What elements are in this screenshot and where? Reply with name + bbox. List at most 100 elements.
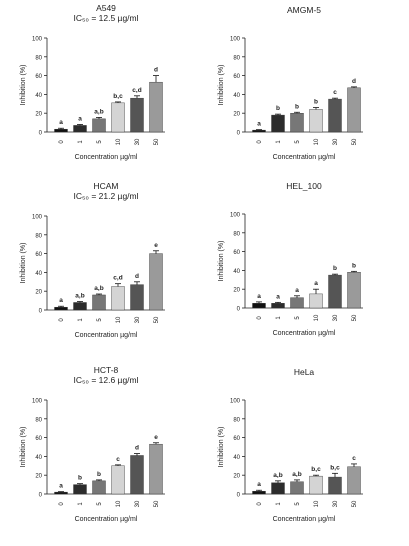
significance-letter: e bbox=[154, 242, 158, 249]
significance-letter: a,b bbox=[292, 471, 301, 478]
bar bbox=[271, 114, 285, 133]
y-tick-label: 0 bbox=[237, 307, 241, 313]
bar bbox=[271, 303, 285, 309]
x-tick-label: 30 bbox=[135, 316, 141, 323]
y-tick-label: 100 bbox=[32, 399, 43, 405]
bar bbox=[290, 481, 304, 495]
significance-letter: d bbox=[135, 445, 139, 452]
x-tick-label: 50 bbox=[352, 500, 358, 507]
x-tick-label: 1 bbox=[276, 502, 282, 506]
x-tick-label: 50 bbox=[352, 138, 358, 145]
y-tick-label: 40 bbox=[233, 269, 240, 275]
bar bbox=[252, 129, 266, 133]
chart-title: HeLa bbox=[294, 367, 315, 377]
significance-letter: a bbox=[257, 481, 261, 488]
x-tick-label: 5 bbox=[295, 140, 301, 144]
chart-panel-3: HEL_100 0 20 40 60 80 100 Inhibition (%) a 0 a 1 a 5 a… bbox=[218, 181, 363, 337]
y-tick-label: 60 bbox=[233, 250, 240, 256]
bar bbox=[271, 482, 285, 495]
y-axis-label: Inhibition (%) bbox=[20, 243, 27, 284]
y-tick-label: 60 bbox=[233, 436, 240, 442]
significance-letter: e bbox=[154, 434, 158, 441]
chart-panel-5: HeLa 0 20 40 60 80 100 Inhibition (%) a 0 a,b 1 a,b 5… bbox=[218, 367, 363, 523]
bar bbox=[54, 491, 68, 495]
significance-letter: c bbox=[352, 455, 356, 462]
x-tick-label: 30 bbox=[135, 500, 141, 507]
y-tick-label: 40 bbox=[233, 455, 240, 461]
bar bbox=[92, 294, 106, 311]
y-tick-label: 100 bbox=[32, 37, 43, 43]
significance-letter: c bbox=[116, 456, 120, 463]
bar bbox=[347, 466, 361, 495]
y-axis-label: Inhibition (%) bbox=[218, 241, 225, 282]
bar bbox=[130, 284, 144, 311]
significance-letter: c,d bbox=[132, 87, 141, 94]
significance-letter: a bbox=[257, 121, 261, 128]
y-tick-label: 80 bbox=[233, 417, 240, 423]
bar bbox=[130, 97, 144, 133]
x-axis-label: Concentration µg/ml bbox=[273, 330, 336, 337]
y-tick-label: 0 bbox=[237, 493, 241, 499]
y-tick-label: 40 bbox=[35, 271, 42, 277]
y-tick-label: 80 bbox=[35, 417, 42, 423]
y-tick-label: 20 bbox=[35, 112, 42, 118]
significance-letter: b,c bbox=[330, 464, 340, 471]
significance-letter: a bbox=[59, 483, 63, 490]
x-tick-label: 30 bbox=[333, 314, 339, 321]
y-tick-label: 100 bbox=[230, 213, 241, 219]
bar bbox=[111, 286, 125, 311]
y-axis-label: Inhibition (%) bbox=[20, 65, 27, 106]
bar bbox=[309, 293, 323, 309]
significance-letter: b,c bbox=[311, 466, 321, 473]
y-tick-label: 80 bbox=[35, 233, 42, 239]
x-axis-label: Concentration µg/ml bbox=[75, 516, 138, 523]
significance-letter: c bbox=[333, 89, 337, 96]
y-tick-label: 40 bbox=[35, 93, 42, 99]
chart-panel-1: AMGM-5 0 20 40 60 80 100 Inhibition (%) a 0 b 1 b 5 b 1… bbox=[218, 5, 363, 161]
significance-letter: c,d bbox=[113, 275, 122, 282]
bar bbox=[73, 302, 87, 311]
significance-letter: a bbox=[295, 287, 299, 294]
bar bbox=[290, 112, 304, 133]
x-tick-label: 10 bbox=[116, 500, 122, 507]
bar bbox=[309, 475, 323, 495]
bar bbox=[290, 297, 304, 309]
x-tick-label: 5 bbox=[97, 318, 103, 322]
x-tick-label: 50 bbox=[154, 500, 160, 507]
y-tick-label: 60 bbox=[35, 252, 42, 258]
x-tick-label: 10 bbox=[116, 138, 122, 145]
y-tick-label: 20 bbox=[35, 290, 42, 296]
x-tick-label: 1 bbox=[276, 316, 282, 320]
y-axis-label: Inhibition (%) bbox=[218, 427, 225, 468]
chart-ic50-label: IC₅₀ = 21.2 µg/ml bbox=[74, 191, 139, 201]
y-tick-label: 20 bbox=[233, 112, 240, 118]
significance-letter: a,b bbox=[94, 285, 103, 292]
significance-letter: b bbox=[97, 471, 101, 478]
y-axis-label: Inhibition (%) bbox=[218, 65, 225, 106]
bar bbox=[54, 306, 68, 311]
bar bbox=[252, 303, 266, 309]
significance-letter: a,b bbox=[94, 108, 103, 115]
significance-letter: d bbox=[135, 273, 139, 280]
y-tick-label: 80 bbox=[35, 55, 42, 61]
x-tick-label: 5 bbox=[97, 140, 103, 144]
significance-letter: b bbox=[352, 262, 356, 269]
bar bbox=[347, 87, 361, 133]
x-axis-label: Concentration µg/ml bbox=[273, 516, 336, 523]
significance-letter: b,c bbox=[113, 93, 123, 100]
x-tick-label: 5 bbox=[295, 502, 301, 506]
y-tick-label: 20 bbox=[35, 474, 42, 480]
chart-title: HEL_100 bbox=[286, 181, 322, 191]
y-tick-label: 60 bbox=[233, 74, 240, 80]
y-tick-label: 60 bbox=[35, 436, 42, 442]
x-tick-label: 30 bbox=[333, 500, 339, 507]
x-tick-label: 5 bbox=[295, 316, 301, 320]
significance-letter: a bbox=[276, 293, 280, 300]
bar bbox=[328, 98, 342, 133]
x-tick-label: 30 bbox=[135, 138, 141, 145]
bar bbox=[111, 465, 125, 495]
x-tick-label: 10 bbox=[116, 316, 122, 323]
y-tick-label: 0 bbox=[237, 131, 241, 137]
significance-letter: a bbox=[314, 280, 318, 287]
